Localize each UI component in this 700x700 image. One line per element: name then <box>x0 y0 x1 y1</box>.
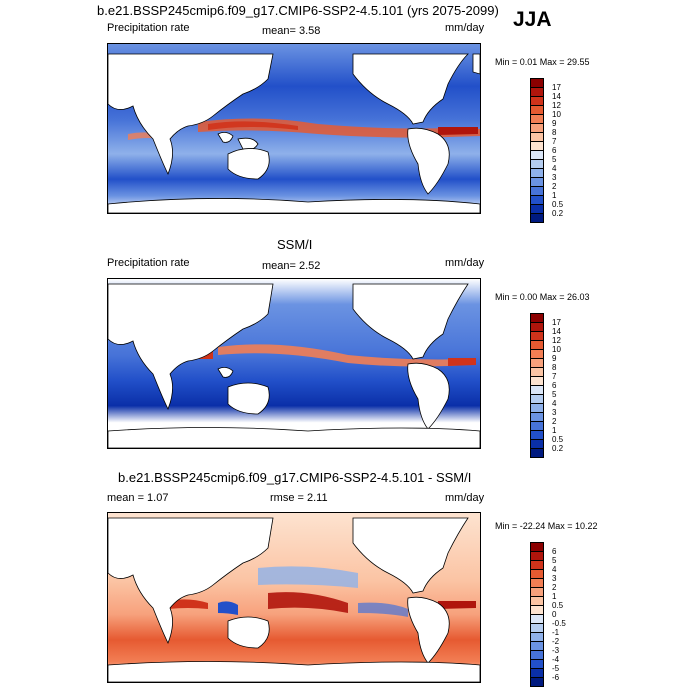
panel3-mean: mean = 1.07 <box>107 492 169 504</box>
colorbar-tick-label: 10 <box>552 110 561 119</box>
colorbar-tick-label: 17 <box>552 318 561 327</box>
colorbar-tick-label: 2 <box>552 583 557 592</box>
colorbar-tick-label: 6 <box>552 381 557 390</box>
season-label: JJA <box>513 8 552 31</box>
colorbar-tick-label: -6 <box>552 673 560 682</box>
panel2-left-label: Precipitation rate <box>107 257 190 269</box>
panel3-colorbar <box>530 542 544 687</box>
colorbar-tick-label: 4 <box>552 399 557 408</box>
colorbar-tick-label: 5 <box>552 556 557 565</box>
colorbar-tick-label: 14 <box>552 327 561 336</box>
colorbar-tick-label: 4 <box>552 164 557 173</box>
colorbar-tick-label: 12 <box>552 101 561 110</box>
colorbar-tick-label: 3 <box>552 574 557 583</box>
panel3-map <box>107 512 481 683</box>
colorbar-tick-label: 12 <box>552 336 561 345</box>
colorbar-swatch <box>530 677 544 687</box>
colorbar-tick-label: 6 <box>552 547 557 556</box>
colorbar-tick-label: 0.5 <box>552 435 564 444</box>
colorbar-tick-label: 6 <box>552 146 557 155</box>
colorbar-tick-label: 14 <box>552 92 561 101</box>
colorbar-swatch <box>530 213 544 223</box>
panel3-minmax: Min = -22.24 Max = 10.22 <box>495 521 598 531</box>
colorbar-tick-label: -4 <box>552 655 560 664</box>
panel2-title: SSM/I <box>277 237 313 252</box>
panel1-mean: mean= 3.58 <box>262 25 321 37</box>
colorbar-tick-label: 9 <box>552 119 557 128</box>
colorbar-tick-label: 0.2 <box>552 444 564 453</box>
panel1-units: mm/day <box>445 22 485 34</box>
colorbar-tick-label: 7 <box>552 137 557 146</box>
panel1-colorbar <box>530 78 544 223</box>
panel2-mean: mean= 2.52 <box>262 260 321 272</box>
panel3-units: mm/day <box>445 492 485 504</box>
panel2-minmax: Min = 0.00 Max = 26.03 <box>495 292 590 302</box>
colorbar-tick-label: 3 <box>552 173 557 182</box>
panel3-title: b.e21.BSSP245cmip6.f09_g17.CMIP6-SSP2-4.… <box>118 470 472 485</box>
panel2-units: mm/day <box>445 257 485 269</box>
panel1-left-label: Precipitation rate <box>107 22 190 34</box>
colorbar-tick-label: 1 <box>552 426 557 435</box>
colorbar-tick-label: 5 <box>552 390 557 399</box>
colorbar-tick-label: -2 <box>552 637 560 646</box>
colorbar-tick-label: 1 <box>552 592 557 601</box>
colorbar-tick-label: 3 <box>552 408 557 417</box>
colorbar-tick-label: 10 <box>552 345 561 354</box>
colorbar-tick-label: 0.2 <box>552 209 564 218</box>
colorbar-tick-label: 0 <box>552 610 557 619</box>
colorbar-tick-label: -1 <box>552 628 560 637</box>
colorbar-tick-label: 1 <box>552 191 557 200</box>
colorbar-tick-label: 17 <box>552 83 561 92</box>
colorbar-tick-label: 5 <box>552 155 557 164</box>
colorbar-tick-label: 0.5 <box>552 200 564 209</box>
panel1-minmax: Min = 0.01 Max = 29.55 <box>495 57 590 67</box>
panel2-colorbar <box>530 313 544 458</box>
colorbar-tick-label: 2 <box>552 417 557 426</box>
colorbar-swatch <box>530 448 544 458</box>
panel1-map <box>107 43 481 214</box>
colorbar-tick-label: -0.5 <box>552 619 566 628</box>
colorbar-tick-label: 9 <box>552 354 557 363</box>
panel2-map <box>107 278 481 449</box>
figure-title: b.e21.BSSP245cmip6.f09_g17.CMIP6-SSP2-4.… <box>97 3 499 18</box>
colorbar-tick-label: 4 <box>552 565 557 574</box>
colorbar-tick-label: -5 <box>552 664 560 673</box>
colorbar-tick-label: 7 <box>552 372 557 381</box>
colorbar-tick-label: 8 <box>552 363 557 372</box>
colorbar-tick-label: 8 <box>552 128 557 137</box>
colorbar-tick-label: 2 <box>552 182 557 191</box>
colorbar-tick-label: -3 <box>552 646 560 655</box>
colorbar-tick-label: 0.5 <box>552 601 564 610</box>
panel3-rmse: rmse = 2.11 <box>270 492 328 504</box>
